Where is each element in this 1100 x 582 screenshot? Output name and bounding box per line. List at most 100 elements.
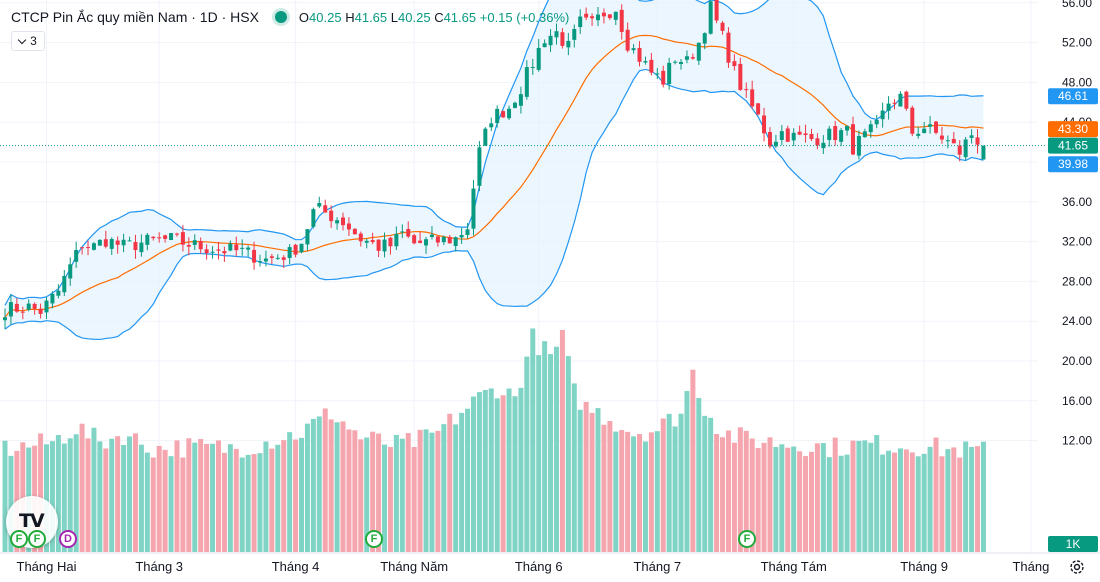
volume-bar [103, 448, 109, 552]
volume-bar [625, 431, 631, 552]
candle-body [708, 1, 713, 34]
event-dividend-icon[interactable]: F [365, 530, 383, 548]
candle-body [975, 137, 980, 145]
last-price-label-bg [1048, 137, 1098, 154]
candle-body [145, 234, 150, 245]
candle-body [916, 133, 921, 136]
volume-bar [619, 430, 625, 552]
candle-body [815, 138, 820, 146]
basis-label-bg [1048, 121, 1098, 138]
volume-bar [156, 445, 162, 552]
candle-body [174, 233, 179, 235]
candle-body [542, 43, 547, 48]
volume-bar [583, 401, 589, 552]
volume-bar [221, 452, 227, 552]
candle-body [400, 231, 405, 233]
settings-gear-icon[interactable] [1068, 558, 1086, 576]
volume-bar [737, 427, 743, 552]
symbol-header: CTCP Pin Ắc quy miền Nam · 1D · HSX O40.… [11, 7, 569, 27]
x-tick-label: Tháng [1012, 559, 1049, 574]
x-tick-label: Tháng Tám [761, 559, 827, 574]
lower-band-label: 39.98 [1058, 157, 1088, 171]
y-tick-label: 32.00 [1062, 235, 1092, 249]
volume-bar [387, 447, 393, 552]
volume-bar [239, 457, 245, 552]
volume-bar [150, 457, 156, 552]
candle-body [20, 311, 25, 313]
candle-body [910, 107, 915, 134]
candle-body [323, 205, 328, 213]
y-tick-label: 16.00 [1062, 394, 1092, 408]
volume-bar [975, 446, 981, 552]
candle-body [358, 233, 363, 242]
candle-body [305, 229, 310, 245]
volume-bar [637, 434, 643, 552]
y-tick-label: 48.00 [1062, 75, 1092, 89]
volume-bar [304, 423, 310, 552]
volume-bar [803, 456, 809, 552]
candle-body [862, 131, 867, 138]
volume-bar [838, 455, 844, 552]
candle-body [210, 251, 215, 253]
candle-body [631, 48, 636, 51]
volume-bar [708, 417, 714, 552]
volume-bar [435, 430, 441, 552]
volume-bar [370, 431, 376, 552]
candle-body [939, 135, 944, 140]
price-labels: 46.61 43.30 41.65 39.98 1K [1048, 88, 1098, 552]
chevron-down-icon [17, 35, 27, 44]
volume-bar [73, 434, 79, 552]
candle-body [702, 33, 707, 44]
volume-bar [856, 440, 862, 552]
event-dividend-icon[interactable]: F [28, 530, 46, 548]
volume-bar [352, 430, 358, 552]
candle-body [97, 239, 102, 246]
volume-bar [696, 398, 702, 552]
price-axis: 64.0060.0056.0052.0048.0044.0040.0036.00… [1062, 0, 1092, 448]
volume-bar [144, 452, 150, 552]
event-dividend-icon[interactable]: F [738, 530, 756, 548]
indicators-toggle-button[interactable]: 3 [11, 31, 45, 51]
candle-body [744, 89, 749, 91]
volume-bar [132, 433, 138, 552]
volume-bar [322, 408, 328, 552]
volume-bar [204, 443, 210, 552]
volume-bar [613, 431, 619, 552]
volume-bar [482, 389, 488, 552]
candle-body [601, 12, 606, 17]
candle-body [263, 258, 268, 262]
candle-body [566, 40, 571, 48]
candle-body [827, 128, 832, 140]
event-dividend-icon[interactable]: F [10, 530, 28, 548]
candle-body [655, 73, 660, 75]
volume-bar [660, 418, 666, 552]
volume-bar [595, 408, 601, 552]
candle-body [228, 243, 233, 251]
bollinger-basis-line [4, 34, 984, 318]
candle-body [382, 239, 387, 252]
candle-body [791, 132, 796, 141]
volume-bar [779, 444, 785, 552]
high-label: H [345, 9, 355, 25]
candle-body [346, 223, 351, 230]
basis-label: 43.30 [1058, 122, 1088, 136]
candle-body [180, 232, 185, 245]
candle-body [928, 124, 933, 127]
symbol-title[interactable]: CTCP Pin Ắc quy miền Nam · 1D · HSX [11, 9, 259, 25]
event-split-icon[interactable]: D [59, 530, 77, 548]
candle-body [714, 0, 719, 21]
volume-bar [310, 418, 316, 552]
volume-bar [417, 429, 423, 552]
logo-text: TV [19, 510, 45, 532]
candle-body [518, 94, 523, 106]
candle-body [133, 242, 138, 251]
volume-bar [820, 443, 826, 552]
close-value: 41.65 [443, 9, 477, 25]
candle-body [560, 32, 565, 46]
candle-body [317, 202, 322, 207]
volume-label-bg [1048, 536, 1098, 552]
volume-bar [524, 356, 530, 552]
candlesticks [3, 0, 986, 330]
candle-body [667, 62, 672, 84]
